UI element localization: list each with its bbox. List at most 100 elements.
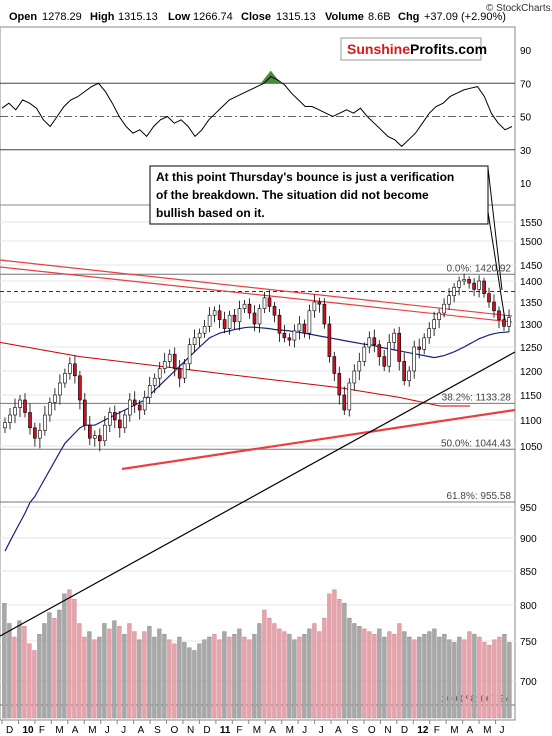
price-tick-label: 950	[520, 503, 537, 514]
candles-layer	[3, 273, 511, 452]
x-axis: D 10 F M A M J J A S O N D 11 F M A M J J A S O N D 12 F M A M J	[1, 720, 505, 736]
candle-body	[13, 407, 17, 416]
volume-bar	[437, 636, 442, 719]
rsi-tick-label: 50	[520, 113, 532, 124]
volume-bar	[392, 634, 397, 719]
volume-bar	[457, 636, 462, 719]
price-tick-label: 700	[520, 677, 537, 688]
price-tick-label: 1150	[520, 391, 542, 402]
x-tick-label: A	[335, 725, 342, 736]
volume-bar	[162, 634, 167, 719]
candle-body	[267, 297, 272, 307]
candle-body	[257, 308, 262, 325]
x-tick-label: M	[253, 725, 261, 736]
volume-bar	[12, 636, 17, 719]
candle-body	[492, 301, 496, 312]
candle-body	[202, 325, 207, 334]
x-tick-label: S	[154, 725, 161, 736]
volume-bar	[367, 631, 372, 719]
volume-bar	[22, 626, 27, 719]
volume-bar	[182, 642, 187, 719]
volume-bar	[467, 631, 472, 719]
candle-body	[282, 332, 287, 339]
candle-body	[43, 414, 47, 431]
short-moving-average	[4, 326, 510, 552]
volume-bar	[452, 642, 457, 719]
logo-box	[340, 37, 482, 61]
annotation-box	[149, 165, 489, 225]
x-tick-label: O	[368, 725, 376, 736]
sunshine-profits-logo: SunshineProfits.com	[340, 37, 487, 61]
candle-body	[227, 314, 232, 329]
candle-body	[412, 346, 417, 372]
candle-body	[392, 332, 397, 343]
header-volume-value: 8.6B	[368, 11, 391, 23]
candle-body	[342, 394, 347, 411]
volume-bar	[447, 639, 452, 719]
candle-body	[502, 319, 506, 327]
volume-bar	[242, 636, 247, 719]
price-tick-label: 1550	[520, 218, 543, 229]
candle-body	[332, 356, 337, 374]
volume-bar	[192, 650, 197, 719]
volume-bar	[32, 650, 37, 719]
volume-bar	[417, 636, 422, 719]
volume-bar	[172, 643, 177, 719]
rsi-line	[1, 75, 513, 148]
candle-body	[387, 342, 392, 367]
candle-body	[113, 412, 117, 421]
annotation-line-1: At this point Thursday's bounce is just …	[156, 170, 454, 184]
candle-body	[147, 385, 152, 398]
volume-bar	[362, 628, 367, 719]
volume-bar	[7, 623, 12, 719]
volume-bar	[47, 612, 52, 719]
volume-bar	[267, 617, 272, 719]
annotation-pointer	[487, 211, 506, 321]
candle-body	[58, 382, 62, 396]
x-tick-label: N	[384, 725, 391, 736]
candle-body	[217, 310, 222, 320]
volume-bar	[157, 628, 162, 719]
candle-body	[48, 402, 52, 416]
candle-body	[187, 344, 192, 365]
volume-bar	[487, 644, 492, 719]
candle-body	[312, 301, 317, 312]
volume-bar	[232, 634, 237, 719]
candle-body	[467, 279, 471, 284]
candle-body	[177, 368, 182, 379]
volume-bar	[82, 636, 87, 719]
volume-bar	[357, 626, 362, 719]
volume-bar	[492, 639, 497, 719]
candle-body	[362, 346, 367, 362]
annotation-callout: At this point Thursday's bounce is just …	[149, 165, 506, 321]
candle-body	[317, 301, 322, 305]
x-tick-label: J	[500, 725, 505, 736]
candle-body	[437, 312, 441, 320]
volume-bar	[382, 636, 387, 719]
volume-bar	[502, 634, 507, 719]
candle-body	[118, 419, 122, 429]
volume-bar	[117, 626, 122, 719]
candle-body	[457, 280, 461, 288]
long-term-trendline	[0, 351, 516, 637]
volume-bar	[102, 623, 107, 719]
volume-bar	[132, 631, 137, 719]
candle-body	[93, 435, 97, 439]
candle-body	[222, 319, 227, 329]
candle-body	[442, 303, 446, 314]
x-tick-label: M	[88, 725, 96, 736]
volume-bar	[107, 628, 112, 719]
candle-body	[192, 337, 197, 345]
volume-bar	[312, 623, 317, 719]
candle-body	[247, 303, 252, 314]
volume-bar	[92, 639, 97, 719]
x-tick-label: M	[55, 725, 63, 736]
candle-body	[322, 303, 327, 325]
candle-body	[167, 353, 172, 362]
x-tick-label: J	[121, 725, 126, 736]
candle-body	[372, 337, 377, 345]
volume-bar	[202, 639, 207, 719]
candle-body	[307, 310, 312, 334]
candle-body	[8, 414, 12, 423]
